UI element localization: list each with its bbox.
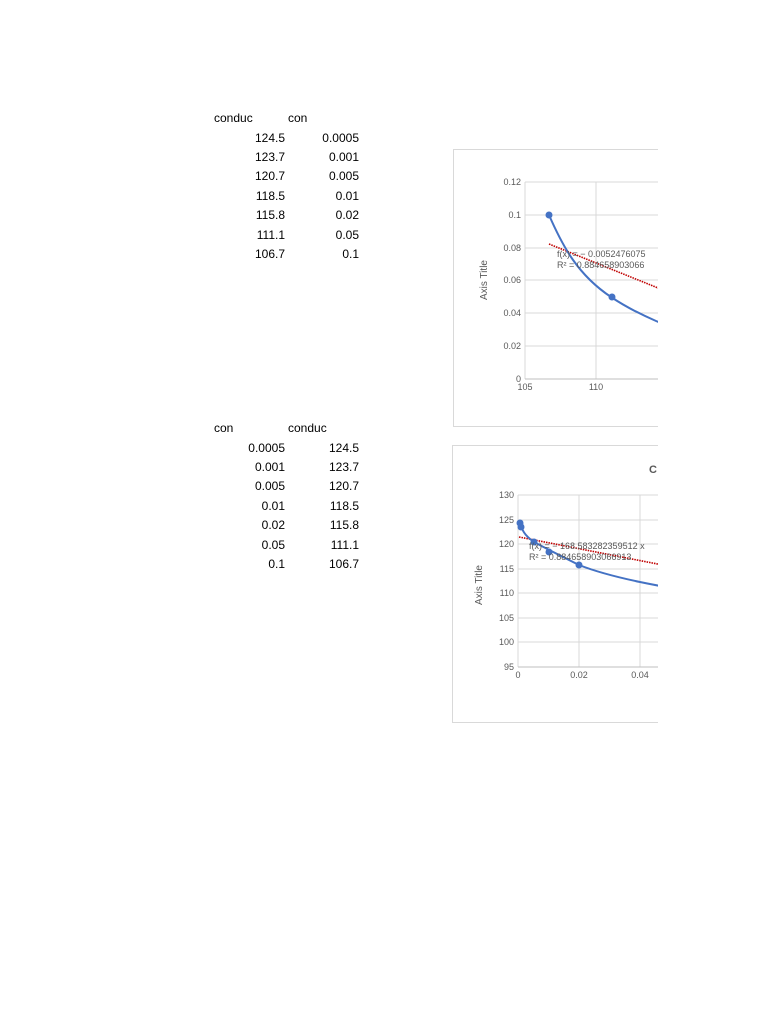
data-point[interactable] — [517, 523, 525, 531]
y-tick: 100 — [499, 637, 514, 647]
table-1-cell: 111.1 — [256, 228, 285, 242]
y-tick: 115 — [500, 564, 514, 574]
trendline-r2: R² = 0.884658903066913 — [529, 552, 631, 562]
data-point[interactable] — [530, 538, 538, 546]
y-tick: 0.02 — [503, 341, 521, 351]
trendline — [518, 536, 658, 565]
table-1-cell: 0.005 — [328, 169, 359, 183]
y-tick: 0.06 — [503, 275, 521, 285]
y-tick: 130 — [499, 490, 514, 500]
data-point[interactable] — [545, 211, 553, 219]
series-line — [519, 521, 658, 587]
table-1-header-con: con — [288, 111, 308, 125]
y-axis-title: Axis Title — [474, 565, 485, 605]
y-tick: 120 — [499, 539, 514, 549]
data-point[interactable] — [545, 548, 553, 556]
table-1-cell: 123.7 — [254, 150, 285, 164]
page: conduc con 124.5 0.0005 123.7 0.001 120.… — [214, 111, 658, 723]
y-tick: 0.1 — [508, 210, 521, 220]
y-tick: 105 — [499, 613, 514, 623]
table-2-cell: 120.7 — [328, 479, 359, 493]
table-2-header-conduc: conduc — [288, 421, 327, 435]
table-1-cell: 0.01 — [335, 189, 359, 203]
y-axis-title: Axis Title — [479, 260, 490, 300]
chart-title: C — [649, 464, 657, 476]
data-point[interactable] — [575, 561, 583, 569]
table-2-cell: 106.7 — [328, 557, 359, 571]
trendline-equation: f(x) = − 168.583282359512 x — [529, 541, 645, 551]
data-point[interactable] — [608, 293, 616, 301]
x-tick: 110 — [589, 382, 603, 392]
y-tick: 95 — [504, 662, 514, 672]
y-tick: 125 — [499, 515, 514, 525]
table-1-cell: 0.0005 — [322, 131, 359, 145]
table-2-cell: 123.7 — [328, 460, 359, 474]
table-2-cell: 111.1 — [330, 538, 359, 552]
y-tick: 0 — [516, 374, 521, 384]
chart-2[interactable]: C 130 125 120 115 110 105 — [452, 445, 658, 723]
table-1-cell: 115.8 — [255, 208, 285, 222]
x-tick: 0 — [515, 670, 520, 680]
y-tick: 0.08 — [503, 243, 521, 253]
table-2-cell: 0.005 — [254, 479, 285, 493]
table-1-cell: 124.5 — [254, 131, 285, 145]
x-tick: 0.02 — [570, 670, 588, 680]
table-1-header-conduc: conduc — [214, 111, 253, 125]
y-tick: 110 — [500, 588, 514, 598]
table-1-cell: 120.7 — [254, 169, 285, 183]
x-tick: 0.04 — [631, 670, 649, 680]
table-2-cell: 124.5 — [328, 441, 359, 455]
chart-1[interactable]: 0.12 0.1 0.08 0.06 0.04 0.02 0 105 110 A… — [453, 149, 658, 427]
chart-1-plot: 0.12 0.1 0.08 0.06 0.04 0.02 0 105 110 A… — [479, 177, 658, 392]
table-2-cell: 0.1 — [268, 557, 285, 571]
trendline-equation: f(x) = − 0.0052476075 — [557, 249, 646, 259]
table-1-cell: 0.05 — [335, 228, 359, 242]
table-1-cell: 0.001 — [328, 150, 359, 164]
table-1-cell: 106.7 — [254, 247, 285, 261]
table-2-cell: 0.0005 — [248, 441, 285, 455]
table-1-cell: 0.1 — [342, 247, 359, 261]
table-2-cell: 0.05 — [261, 538, 285, 552]
table-1-cell: 118.5 — [255, 189, 285, 203]
table-2-cell: 0.001 — [254, 460, 285, 474]
table-2-cell: 0.02 — [261, 518, 285, 532]
table-2-cell: 115.8 — [329, 518, 359, 532]
table-2-cell: 0.01 — [261, 499, 285, 513]
x-tick: 105 — [517, 382, 532, 392]
series-line — [548, 214, 658, 323]
chart-2-plot: C 130 125 120 115 110 105 — [474, 464, 658, 680]
table-1-cell: 0.02 — [335, 208, 359, 222]
table-2-cell: 118.5 — [329, 499, 359, 513]
table-2-header-con: con — [214, 421, 234, 435]
trendline-r2: R² = 0.884658903066 — [557, 260, 644, 270]
y-tick: 0.04 — [503, 308, 521, 318]
y-tick: 0.12 — [503, 177, 521, 187]
